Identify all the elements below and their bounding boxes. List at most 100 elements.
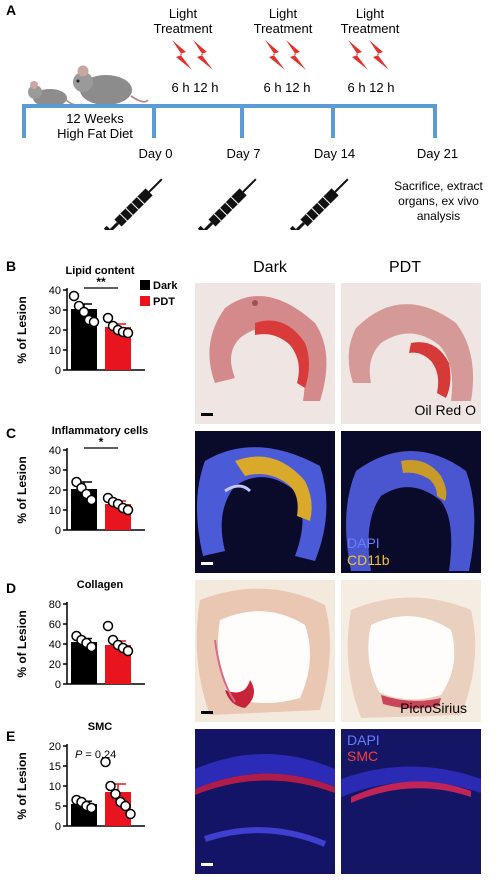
image-label-cd11b: CD11b: [347, 552, 390, 568]
y-tick-label: 0: [55, 679, 61, 691]
mice-illustration: [28, 65, 149, 107]
light-label-line2: Treatment: [253, 21, 313, 36]
data-point: [78, 306, 90, 318]
oil-red-o-pdt-image: Oil Red O: [341, 283, 481, 424]
y-tick-label: 20: [49, 325, 61, 337]
legend-label: Dark: [153, 280, 178, 292]
p-value: = 0.24: [82, 749, 116, 761]
y-tick-label: 10: [49, 345, 61, 357]
y-axis-label: % of Lesion: [15, 752, 29, 819]
syringe-icon: [289, 178, 349, 230]
bar-charts: Lipid content % of Lesion 0 10 20 30 40 ** Dark P…: [15, 265, 178, 833]
y-tick-label: 60: [49, 619, 61, 631]
y-axis-label: % of Lesion: [15, 456, 29, 523]
lightning-bolt-icons: [172, 40, 389, 70]
light-treatment-label-2: Light Treatment: [243, 6, 323, 36]
oil-red-o-dark-image: [195, 283, 335, 424]
chart-title: SMC: [88, 721, 113, 733]
image-label-dapi-2: DAPI: [347, 732, 380, 748]
image-label-oil-red-o: Oil Red O: [414, 402, 476, 418]
y-tick-label: 0: [55, 365, 61, 377]
diet-line1: 12 Weeks: [66, 111, 124, 126]
light-times-2: 6 h 12 h: [263, 80, 311, 95]
endpoint-line3: analysis: [416, 209, 461, 223]
cd11b-dark-illustration: [196, 447, 327, 561]
data-point: [125, 808, 136, 820]
data-point: [86, 641, 97, 653]
data-point: [122, 504, 134, 516]
diet-line2: High Fat Diet: [57, 126, 133, 141]
data-point: [86, 494, 97, 506]
diet-label: 12 Weeks High Fat Diet: [40, 111, 150, 141]
chart-E: SMC % of Lesion 0 5 10 15 20 P = 0.24: [15, 721, 145, 833]
smc-dark-illustration: [195, 729, 335, 874]
y-axis-label: % of Lesion: [15, 296, 29, 363]
data-point: [102, 620, 114, 632]
y-tick-label: 10: [49, 781, 61, 793]
y-tick-label: 5: [55, 801, 61, 813]
panel-a-letter: A: [6, 2, 17, 18]
light-label-line1: Light: [355, 6, 385, 21]
syringe-icons: [103, 178, 349, 230]
y-axis-label: % of Lesion: [15, 610, 29, 677]
data-point: [122, 645, 134, 657]
y-tick-label: 30: [49, 465, 61, 477]
panel-e-letter: E: [6, 728, 16, 744]
chart-D: Collagen % of Lesion 0 20 40 60 80: [15, 579, 145, 691]
light-times-3: 6 h 12 h: [347, 80, 395, 95]
cd11b-pdt-image: DAPI CD11b: [341, 431, 481, 573]
y-tick-label: 80: [49, 599, 61, 611]
p-value-label: P = 0.24: [75, 749, 116, 761]
light-times-1: 6 h 12 h: [171, 80, 219, 95]
light-label-line2: Treatment: [340, 21, 400, 36]
legend-swatch-dark: [140, 280, 150, 290]
cd11b-dark-image: [195, 431, 335, 573]
endpoint-line1: Sacrifice, extract: [394, 179, 483, 193]
image-label-picrosirius: PicroSirius: [400, 700, 467, 716]
smc-dark-image: [195, 729, 335, 874]
oil-red-o-pdt-illustration: [348, 304, 474, 401]
column-header-dark: Dark: [253, 259, 287, 276]
chart-title: Collagen: [77, 579, 124, 591]
significance-label: *: [99, 435, 104, 449]
smc-pdt-illustration: [341, 729, 481, 874]
y-tick-label: 0: [55, 525, 61, 537]
smc-pdt-image: DAPI SMC: [341, 729, 481, 874]
picrosirius-pdt-image: PicroSirius: [341, 580, 481, 722]
significance-label: **: [96, 275, 106, 289]
light-label-line1: Light: [168, 6, 198, 21]
scale-bar: [201, 562, 213, 565]
y-tick-label: 20: [49, 659, 61, 671]
y-tick-label: 20: [49, 485, 61, 497]
day-label-14: Day 14: [313, 146, 356, 161]
chart-B: Lipid content % of Lesion 0 10 20 30 40 ** Dark P…: [15, 265, 178, 377]
chart-title: Inflammatory cells: [52, 425, 149, 437]
y-tick-label: 20: [49, 741, 61, 753]
legend-label: PDT: [153, 296, 175, 308]
chart-title: Lipid content: [65, 265, 134, 277]
light-label-line2: Treatment: [153, 21, 213, 36]
scale-bar: [201, 863, 213, 866]
timeline: [22, 104, 437, 138]
y-tick-label: 30: [49, 305, 61, 317]
legend-swatch-pdt: [140, 296, 150, 306]
data-point: [122, 327, 134, 339]
data-point: [100, 756, 111, 768]
light-treatment-label-1: Light Treatment: [143, 6, 223, 36]
scale-bar: [201, 413, 213, 416]
data-point: [88, 316, 100, 328]
data-point: [68, 290, 80, 302]
cd11b-pdt-illustration: [346, 451, 475, 571]
data-point: [102, 312, 114, 324]
y-tick-label: 40: [49, 639, 61, 651]
syringe-icon: [197, 178, 257, 230]
y-tick-label: 10: [49, 505, 61, 517]
day-label-21: Day 21: [416, 146, 459, 161]
image-label-smc: SMC: [347, 748, 379, 764]
oil-red-o-dark-illustration: [209, 296, 327, 401]
chart-C: Inflammatory cells % of Lesion 0 10 20 30 40 *: [15, 425, 148, 537]
scale-bar: [201, 711, 213, 714]
picrosirius-dark-illustration: [196, 588, 330, 715]
syringe-icon: [103, 178, 163, 230]
day-label-7: Day 7: [226, 146, 261, 161]
